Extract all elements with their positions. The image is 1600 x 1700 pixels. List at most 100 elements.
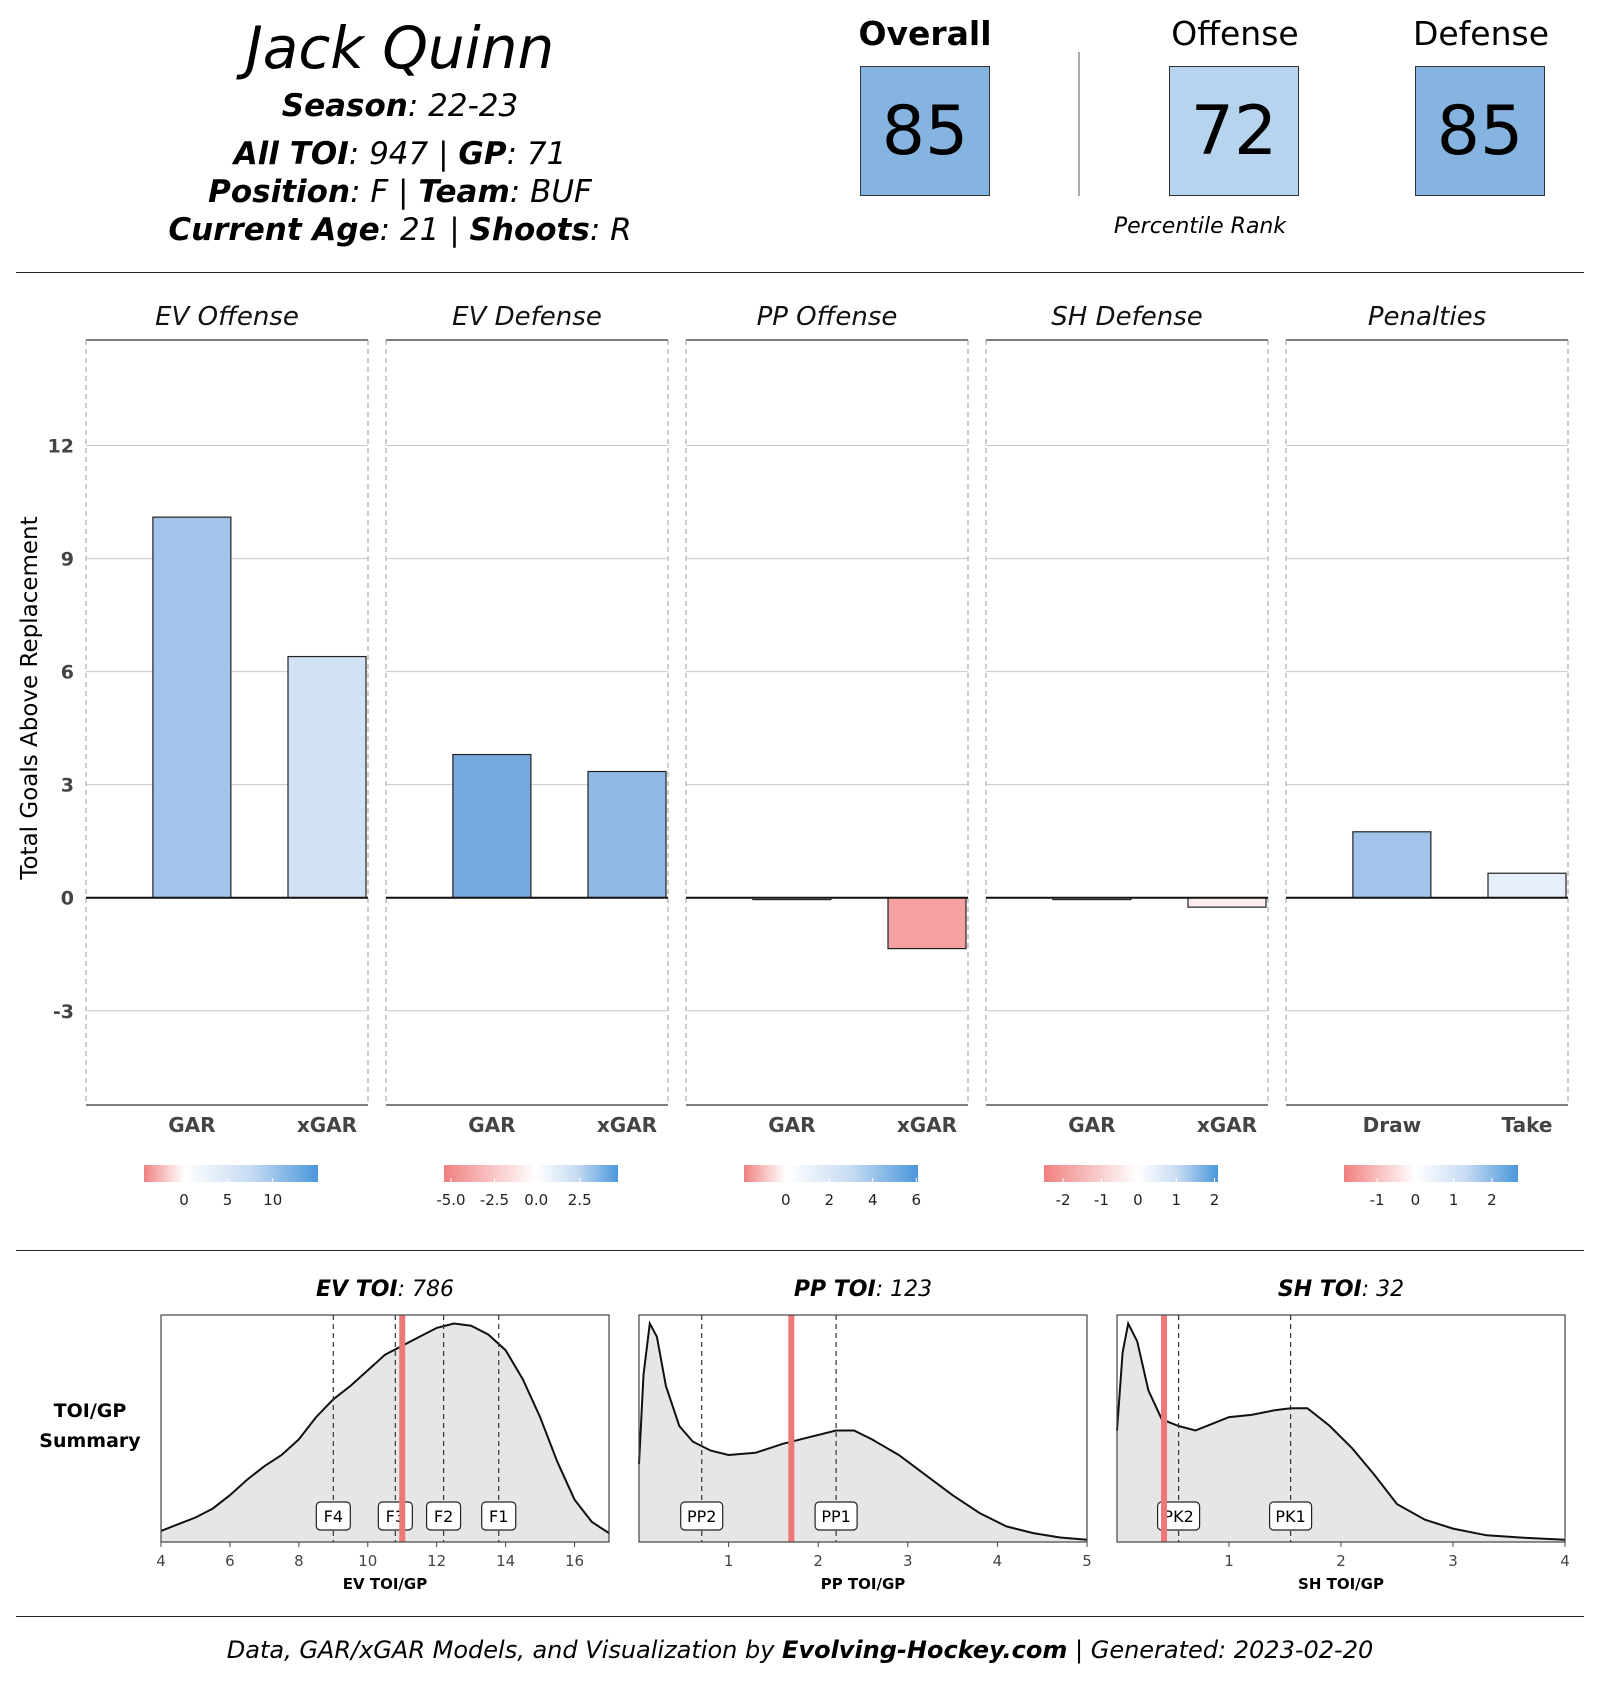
x-tick-label: 3 [1448, 1552, 1458, 1570]
marker-box-pk2 [1156, 1501, 1201, 1531]
marker-box-f1 [481, 1501, 517, 1531]
color-scale-label: 2 [1487, 1191, 1497, 1209]
age-shoots-line: Current Age: 21 | Shoots: R [30, 212, 770, 248]
y-tick-label: 3 [61, 775, 74, 797]
color-scale-label: -1 [1094, 1191, 1109, 1209]
color-scale-label: 6 [911, 1191, 921, 1209]
marker-label-pk2: PK2 [1163, 1507, 1193, 1526]
density-title-bold: PP TOI [794, 1277, 876, 1302]
color-scale-label: 4 [868, 1191, 878, 1209]
color-scale-label: 2 [1210, 1191, 1220, 1209]
color-scale-label: -2 [1056, 1191, 1071, 1209]
x-tick-label: 2 [1336, 1552, 1346, 1570]
density-title: PP TOI: 123 [794, 1277, 932, 1302]
position-team-line: Position: F | Team: BUF [30, 174, 770, 210]
density-title-value: : 123 [876, 1277, 932, 1302]
x-tick-label: 3 [903, 1552, 913, 1570]
gp-value: : 71 [506, 136, 567, 172]
density-curve [1116, 1320, 1566, 1541]
color-scale-label: 0 [781, 1191, 791, 1209]
footer-divider [16, 1616, 1584, 1617]
team-value: : BUF [509, 174, 592, 210]
bar-xgar [1187, 897, 1267, 908]
color-scale-bar [444, 1165, 618, 1182]
density-panel-pp-toi: PP TOI: 123 PP2 PP1 1 2 3 4 5 PP TOI/GP [638, 1277, 1092, 1593]
color-scale-label: 0 [1133, 1191, 1143, 1209]
density-x-label: EV TOI/GP [343, 1575, 427, 1593]
color-scale-label: 1 [1449, 1191, 1459, 1209]
x-tick-label: 14 [496, 1552, 515, 1570]
density-frame [160, 1314, 610, 1543]
offense-score: 72 [1169, 66, 1299, 196]
gp-label: GP [458, 136, 507, 172]
density-x-label: PP TOI/GP [821, 1575, 906, 1593]
x-tick-label: 2 [813, 1552, 823, 1570]
x-tick-label: 6 [225, 1552, 235, 1570]
density-title-bold: EV TOI [316, 1277, 398, 1302]
panel-sh-defense: SH Defense GAR xGAR -2 -1 0 1 2 [985, 302, 1269, 1209]
x-tick-label: 5 [1082, 1552, 1092, 1570]
overall-label: Overall [858, 14, 992, 53]
x-tick-label: 1 [1224, 1552, 1234, 1570]
marker-label-f4: F4 [324, 1507, 343, 1526]
toi-summary-label: TOI/GP Summary [39, 1400, 141, 1452]
panel-title: Penalties [1368, 302, 1486, 332]
x-tick-label: GAR [168, 1113, 215, 1137]
offense-label: Offense [1171, 14, 1299, 53]
density-title: SH TOI: 32 [1278, 1277, 1404, 1302]
panel-pp-offense: PP Offense GAR xGAR 0 2 4 6 [685, 302, 969, 1209]
marker-label-pp2: PP2 [687, 1507, 716, 1526]
position-label: Position [208, 174, 351, 210]
color-scale-label: 10 [263, 1191, 282, 1209]
percentile-rank-note: Percentile Rank [1113, 214, 1287, 239]
marker-label-pp1: PP1 [821, 1507, 850, 1526]
x-tick-label: Draw [1363, 1113, 1421, 1137]
panel-title: PP Offense [757, 302, 898, 332]
x-tick-label: GAR [1068, 1113, 1115, 1137]
bar-draw [1352, 831, 1432, 899]
color-scale-bar [1344, 1165, 1518, 1182]
x-tick-label: xGAR [597, 1113, 657, 1137]
bar-xgar [587, 770, 667, 899]
color-scale-bar [1044, 1165, 1218, 1182]
toi-value: : 947 | [348, 136, 459, 172]
x-tick-label: xGAR [897, 1113, 957, 1137]
panel-title: EV Offense [155, 302, 299, 332]
rating-divider [1078, 52, 1080, 196]
x-tick-label: 4 [993, 1552, 1003, 1570]
footer-site: Evolving-Hockey.com [782, 1636, 1068, 1664]
y-tick-label: -3 [53, 1001, 74, 1023]
panel-ev-defense: EV Defense GAR xGAR -5.0 -2.5 0.0 2.5 [385, 302, 669, 1209]
player-name: Jack Quinn [245, 14, 555, 82]
panel-penalties: Penalties Draw Take -1 0 1 2 [1285, 302, 1569, 1209]
defense-label: Defense [1412, 14, 1550, 53]
y-tick-label: 0 [61, 888, 74, 910]
x-tick-label: 1 [724, 1552, 734, 1570]
age-label: Current Age [168, 212, 380, 248]
color-scale-label: -2.5 [480, 1191, 509, 1209]
position-value: : F | [350, 174, 419, 210]
color-scale-label: -1 [1370, 1191, 1385, 1209]
x-tick-label: GAR [768, 1113, 815, 1137]
defense-score: 85 [1415, 66, 1545, 196]
header-divider [16, 272, 1584, 273]
x-tick-label: GAR [468, 1113, 515, 1137]
density-area [161, 1323, 609, 1542]
density-area [1117, 1323, 1565, 1542]
x-tick-label: Take [1502, 1113, 1553, 1137]
marker-box-pp2 [680, 1501, 724, 1531]
panel-title: EV Defense [452, 302, 602, 332]
team-label: Team [418, 174, 510, 210]
age-value: : 21 | [379, 212, 470, 248]
marker-box-pp1 [814, 1501, 858, 1531]
y-tick-label: 9 [61, 549, 74, 571]
x-tick-label: 12 [427, 1552, 446, 1570]
density-title-value: : 786 [398, 1277, 454, 1302]
color-scale-label: 0 [1411, 1191, 1421, 1209]
density-curve [638, 1320, 1088, 1541]
season-line: Season: 22-23 [30, 88, 770, 124]
y-tick-label: 6 [61, 662, 74, 684]
bar-xgar [287, 655, 367, 899]
